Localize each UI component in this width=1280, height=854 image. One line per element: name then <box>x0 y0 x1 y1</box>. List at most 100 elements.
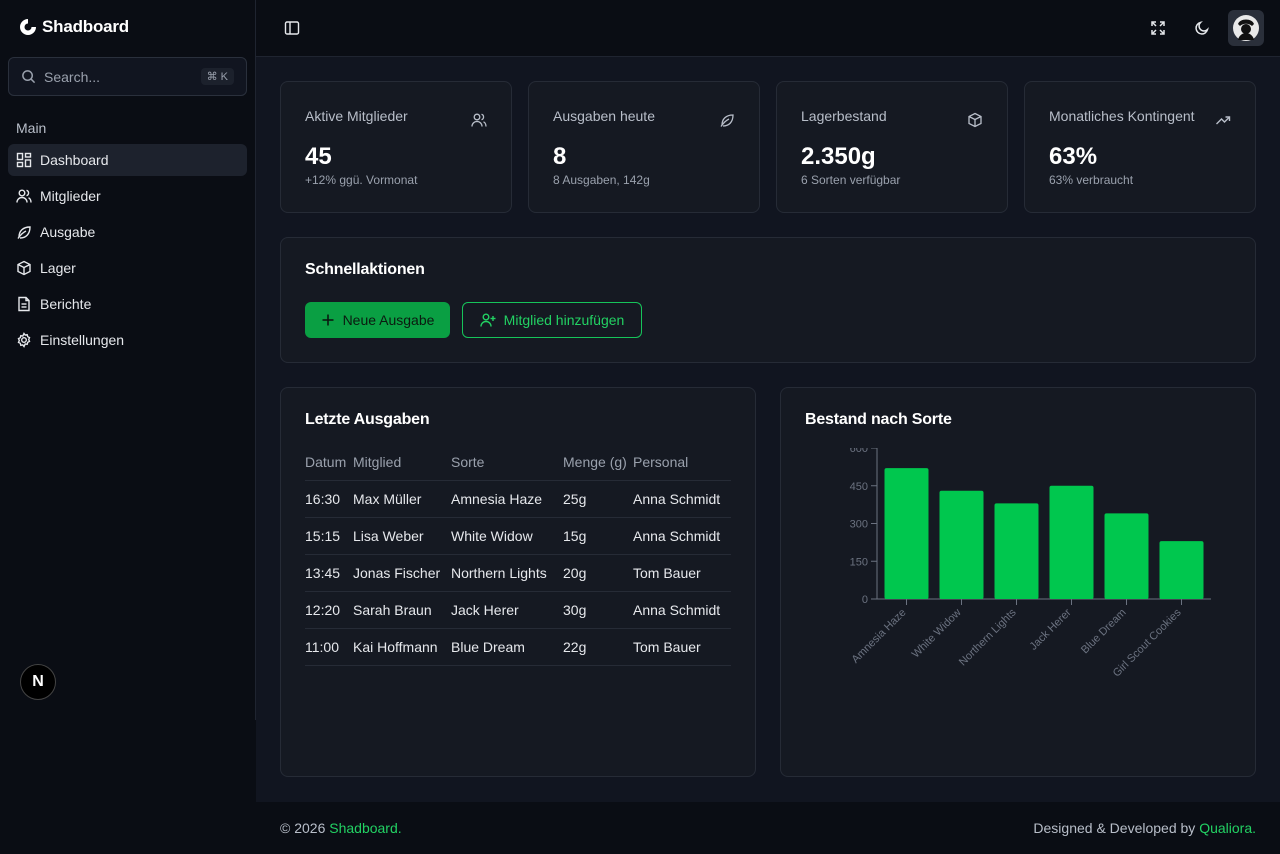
chart-bar <box>884 468 929 599</box>
table-cell: Northern Lights <box>451 553 563 591</box>
sidebar-item-label: Ausgabe <box>40 224 96 240</box>
y-tick-label: 0 <box>862 594 868 606</box>
avatar-icon <box>1233 15 1259 41</box>
table-header-row: Datum Mitglied Sorte Menge (g) Personal <box>305 444 731 480</box>
logo-icon <box>20 19 36 35</box>
table-cell: 11:00 <box>305 627 353 666</box>
sidebar-toggle-button[interactable] <box>280 16 304 40</box>
search-icon <box>22 70 36 84</box>
table-cell: White Widow <box>451 516 563 554</box>
user-plus-icon <box>479 313 496 327</box>
table-cell: Amnesia Haze <box>451 479 563 517</box>
add-member-button[interactable]: Mitglied hinzufügen <box>462 302 642 338</box>
stock-chart-card: Bestand nach Sorte 0 150 300 450 600 Amnesia … <box>780 387 1256 777</box>
table-cell: Tom Bauer <box>633 553 731 591</box>
sidebar-item-label: Berichte <box>40 296 92 312</box>
sidebar-item-ausgabe[interactable]: Ausgabe <box>8 216 247 248</box>
footer-brand-suffix: . <box>397 820 402 836</box>
y-tick-label: 300 <box>850 519 868 531</box>
sidebar-item-label: Einstellungen <box>40 332 125 348</box>
footer-credit-link[interactable]: Qualiora <box>1199 820 1253 836</box>
new-dispense-label: Neue Ausgabe <box>342 312 435 328</box>
sidebar-item-mitglieder[interactable]: Mitglieder <box>8 180 247 212</box>
leaf-icon <box>17 226 31 239</box>
sidebar-item-dashboard[interactable]: Dashboard <box>8 144 247 176</box>
table-cell: 15g <box>563 516 633 554</box>
footer-brand-link[interactable]: Shadboard <box>329 820 398 836</box>
table-cell: Blue Dream <box>451 627 563 666</box>
y-tick-label: 450 <box>850 481 868 493</box>
sidebar-toggle-icon <box>284 21 300 35</box>
theme-toggle-button[interactable] <box>1188 14 1216 42</box>
dashboard-icon <box>16 152 32 168</box>
column-header: Menge (g) <box>563 453 627 470</box>
fullscreen-button[interactable] <box>1144 14 1172 42</box>
stat-title: Monatliches Kontingent <box>1049 108 1195 124</box>
box-icon <box>968 112 982 128</box>
stat-card-members: Aktive Mitglieder 45 +12% ggü. Vormonat <box>280 81 512 213</box>
box-icon <box>17 260 31 276</box>
footer-copyright: © 2026 Shadboard. <box>280 820 402 836</box>
sidebar-item-berichte[interactable]: Berichte <box>8 288 247 320</box>
table-cell: Jack Herer <box>451 590 563 628</box>
search-shortcut: ⌘ K <box>200 68 234 85</box>
nav-group-label: Main <box>16 120 47 136</box>
y-tick-label: 150 <box>850 556 868 568</box>
table-cell: 22g <box>563 627 633 666</box>
table-cell: Max Müller <box>353 479 451 517</box>
table-cell: Lisa Weber <box>353 516 451 554</box>
sidebar-nav: Dashboard Mitglieder Ausgabe Lager Beric… <box>8 144 247 360</box>
stat-subtext: 8 Ausgaben, 142g <box>553 173 650 187</box>
chart-bar <box>1159 541 1204 599</box>
table-cell: Anna Schmidt <box>633 516 731 554</box>
table-cell: 30g <box>563 590 633 628</box>
stat-title: Lagerbestand <box>801 108 887 124</box>
stat-title: Ausgaben heute <box>553 108 655 124</box>
x-tick-label: Blue Dream <box>1079 607 1129 657</box>
table-row[interactable]: 11:00 Kai Hoffmann Blue Dream 22g Tom Ba… <box>305 627 731 666</box>
credit-text: Designed & Developed by <box>1033 820 1196 836</box>
table-row[interactable]: 13:45 Jonas Fischer Northern Lights 20g … <box>305 553 731 591</box>
search-placeholder: Search... <box>44 68 101 85</box>
stat-title: Aktive Mitglieder <box>305 108 408 124</box>
dev-badge[interactable]: N <box>20 664 56 700</box>
sidebar: Shadboard Search... ⌘ K Main Dashboard M… <box>0 0 256 854</box>
stat-subtext: 63% verbraucht <box>1049 173 1134 187</box>
table-cell: Tom Bauer <box>633 627 731 666</box>
table-cell: 20g <box>563 553 633 591</box>
sidebar-item-einstellungen[interactable]: Einstellungen <box>8 324 247 356</box>
x-tick-label: Amnesia Haze <box>850 607 909 666</box>
column-header: Mitglied <box>353 453 402 470</box>
table-cell: 25g <box>563 479 633 517</box>
table-cell: Kai Hoffmann <box>353 627 451 666</box>
x-tick-label: Jack Herer <box>1028 606 1074 652</box>
table-row[interactable]: 15:15 Lisa Weber White Widow 15g Anna Sc… <box>305 516 731 554</box>
stat-subtext: +12% ggü. Vormonat <box>305 173 418 187</box>
sidebar-item-lager[interactable]: Lager <box>8 252 247 284</box>
table-row[interactable]: 16:30 Max Müller Amnesia Haze 25g Anna S… <box>305 479 731 517</box>
copyright-text: © 2026 <box>280 820 326 836</box>
file-text-icon <box>18 296 30 312</box>
users-icon <box>471 113 487 127</box>
main-content: Aktive Mitglieder 45 +12% ggü. Vormonat … <box>256 57 1280 802</box>
column-header: Sorte <box>451 453 485 470</box>
new-dispense-button[interactable]: Neue Ausgabe <box>305 302 450 338</box>
table-cell: Anna Schmidt <box>633 590 731 628</box>
plus-icon <box>322 314 334 326</box>
column-header: Datum <box>305 453 347 470</box>
table-cell: 15:15 <box>305 516 353 554</box>
leaf-icon <box>720 114 734 127</box>
avatar[interactable] <box>1228 10 1264 46</box>
chart-bar <box>994 503 1039 599</box>
sidebar-item-label: Lager <box>40 260 76 276</box>
chart-bar <box>939 490 984 599</box>
table-cell: 13:45 <box>305 553 353 591</box>
y-tick-label: 600 <box>850 448 868 455</box>
brand[interactable]: Shadboard <box>18 17 129 37</box>
table-row[interactable]: 12:20 Sarah Braun Jack Herer 30g Anna Sc… <box>305 590 731 628</box>
search-box[interactable]: Search... ⌘ K <box>8 57 247 96</box>
moon-icon <box>1195 21 1209 35</box>
footer: © 2026 Shadboard. Designed & Developed b… <box>256 802 1280 854</box>
brand-name: Shadboard <box>42 17 129 36</box>
table-cell: 12:20 <box>305 590 353 628</box>
